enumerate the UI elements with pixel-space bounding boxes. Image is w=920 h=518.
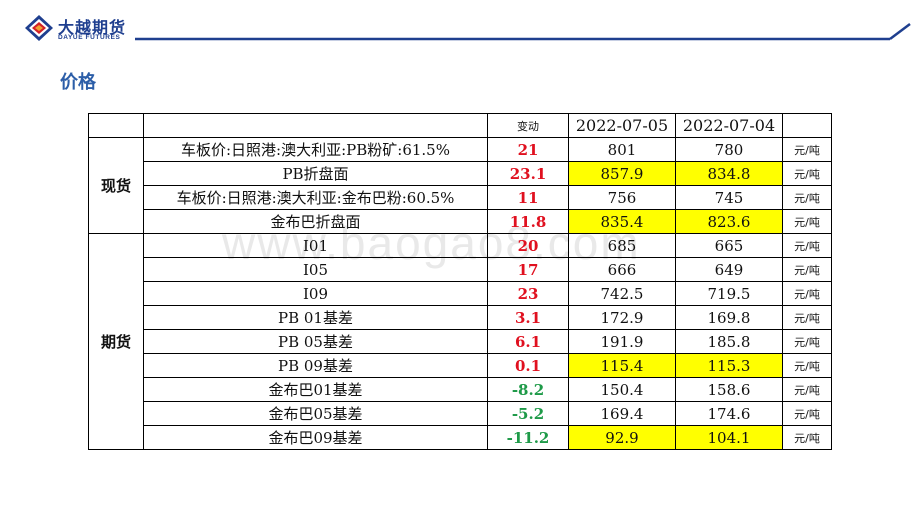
header-blank-cell (143, 113, 488, 138)
item-name-cell: PB 05基差 (143, 329, 488, 354)
date1-value-cell: 857.9 (568, 161, 676, 186)
change-cell: 6.1 (487, 329, 569, 354)
table-row: 金布巴折盘面 11.8 835.4 823.6 元/吨 (89, 209, 832, 234)
date1-value-cell: 150.4 (568, 377, 676, 402)
date2-value-cell: 649 (675, 257, 783, 282)
change-cell: 3.1 (487, 305, 569, 330)
change-cell: 23 (487, 281, 569, 306)
date1-value-cell: 756 (568, 185, 676, 210)
header-blank-cell (88, 113, 144, 138)
date1-value-cell: 666 (568, 257, 676, 282)
date2-value-cell: 185.8 (675, 329, 783, 354)
item-name-cell: PB 01基差 (143, 305, 488, 330)
unit-cell: 元/吨 (782, 401, 832, 426)
change-cell: 0.1 (487, 353, 569, 378)
unit-cell: 元/吨 (782, 233, 832, 258)
date1-value-cell: 742.5 (568, 281, 676, 306)
table-row: PB折盘面 23.1 857.9 834.8 元/吨 (89, 161, 832, 186)
item-name-cell: I05 (143, 257, 488, 282)
table-row: 金布巴05基差 -5.2 169.4 174.6 元/吨 (89, 401, 832, 426)
table-row: 金布巴01基差 -8.2 150.4 158.6 元/吨 (89, 377, 832, 402)
change-cell: 23.1 (487, 161, 569, 186)
table-row: 期货 I01 20 685 665 元/吨 (88, 233, 832, 450)
group-label: 现货 (88, 137, 144, 234)
date1-value-cell: 685 (568, 233, 676, 258)
unit-cell: 元/吨 (782, 161, 832, 186)
header-divider (135, 23, 911, 41)
date2-value-cell: 745 (675, 185, 783, 210)
unit-cell: 元/吨 (782, 305, 832, 330)
item-name-cell: 车板价:日照港:澳大利亚:PB粉矿:61.5% (143, 137, 488, 162)
item-name-cell: 金布巴01基差 (143, 377, 488, 402)
unit-cell: 元/吨 (782, 377, 832, 402)
table-header-row: 变动 2022-07-05 2022-07-04 (88, 113, 832, 138)
date2-value-cell: 174.6 (675, 401, 783, 426)
item-name-cell: 金布巴05基差 (143, 401, 488, 426)
table-row: 现货 车板价:日照港:澳大利亚:PB粉矿:61.5% 21 801 780 元/吨 (88, 137, 832, 234)
date2-value-cell: 834.8 (675, 161, 783, 186)
change-column-header: 变动 (487, 113, 569, 138)
company-logo: 大越期货 DAYUE FUTURES (24, 12, 144, 44)
change-cell: 20 (487, 233, 569, 258)
table-row: PB 05基差 6.1 191.9 185.8 元/吨 (89, 329, 832, 354)
change-cell: 17 (487, 257, 569, 282)
change-cell: -8.2 (487, 377, 569, 402)
unit-cell: 元/吨 (782, 257, 832, 282)
item-name-cell: I09 (143, 281, 488, 306)
date2-value-cell: 780 (675, 137, 783, 162)
table-row: 车板价:日照港:澳大利亚:金布巴粉:60.5% 11 756 745 元/吨 (89, 185, 832, 210)
date1-value-cell: 115.4 (568, 353, 676, 378)
table-row: PB 09基差 0.1 115.4 115.3 元/吨 (89, 353, 832, 378)
table-row: PB 01基差 3.1 172.9 169.8 元/吨 (89, 305, 832, 330)
unit-cell: 元/吨 (782, 209, 832, 234)
change-cell: 11 (487, 185, 569, 210)
date2-value-cell: 104.1 (675, 425, 783, 450)
dayue-logo-icon (25, 15, 53, 41)
item-name-cell: I01 (143, 233, 488, 258)
table-row: 金布巴09基差 -11.2 92.9 104.1 元/吨 (89, 425, 832, 450)
date1-value-cell: 169.4 (568, 401, 676, 426)
date2-value-cell: 823.6 (675, 209, 783, 234)
item-name-cell: 金布巴09基差 (143, 425, 488, 450)
unit-cell: 元/吨 (782, 425, 832, 450)
date1-value-cell: 801 (568, 137, 676, 162)
date1-column-header: 2022-07-05 (568, 113, 676, 138)
date2-value-cell: 158.6 (675, 377, 783, 402)
change-cell: 21 (487, 137, 569, 162)
date2-value-cell: 665 (675, 233, 783, 258)
change-cell: 11.8 (487, 209, 569, 234)
page-title: 价格 (60, 72, 96, 93)
header-blank-cell (782, 113, 832, 138)
item-name-cell: PB折盘面 (143, 161, 488, 186)
date1-value-cell: 835.4 (568, 209, 676, 234)
date2-value-cell: 169.8 (675, 305, 783, 330)
change-cell: -5.2 (487, 401, 569, 426)
unit-cell: 元/吨 (782, 329, 832, 354)
date1-value-cell: 191.9 (568, 329, 676, 354)
price-table: 变动 2022-07-05 2022-07-04 现货 车板价:日照港:澳大利亚:… (88, 113, 832, 450)
table-row: I05 17 666 649 元/吨 (89, 257, 832, 282)
item-name-cell: PB 09基差 (143, 353, 488, 378)
logo-chinese-name: 大越期货 (58, 18, 127, 37)
date2-value-cell: 115.3 (675, 353, 783, 378)
item-name-cell: 车板价:日照港:澳大利亚:金布巴粉:60.5% (143, 185, 488, 210)
date1-value-cell: 172.9 (568, 305, 676, 330)
unit-cell: 元/吨 (782, 281, 832, 306)
date1-value-cell: 92.9 (568, 425, 676, 450)
group-label: 期货 (88, 233, 144, 450)
logo-english-name: DAYUE FUTURES (58, 34, 121, 41)
unit-cell: 元/吨 (782, 137, 832, 162)
unit-cell: 元/吨 (782, 353, 832, 378)
change-cell: -11.2 (487, 425, 569, 450)
date2-column-header: 2022-07-04 (675, 113, 783, 138)
date2-value-cell: 719.5 (675, 281, 783, 306)
item-name-cell: 金布巴折盘面 (143, 209, 488, 234)
unit-cell: 元/吨 (782, 185, 832, 210)
table-row: I09 23 742.5 719.5 元/吨 (89, 281, 832, 306)
